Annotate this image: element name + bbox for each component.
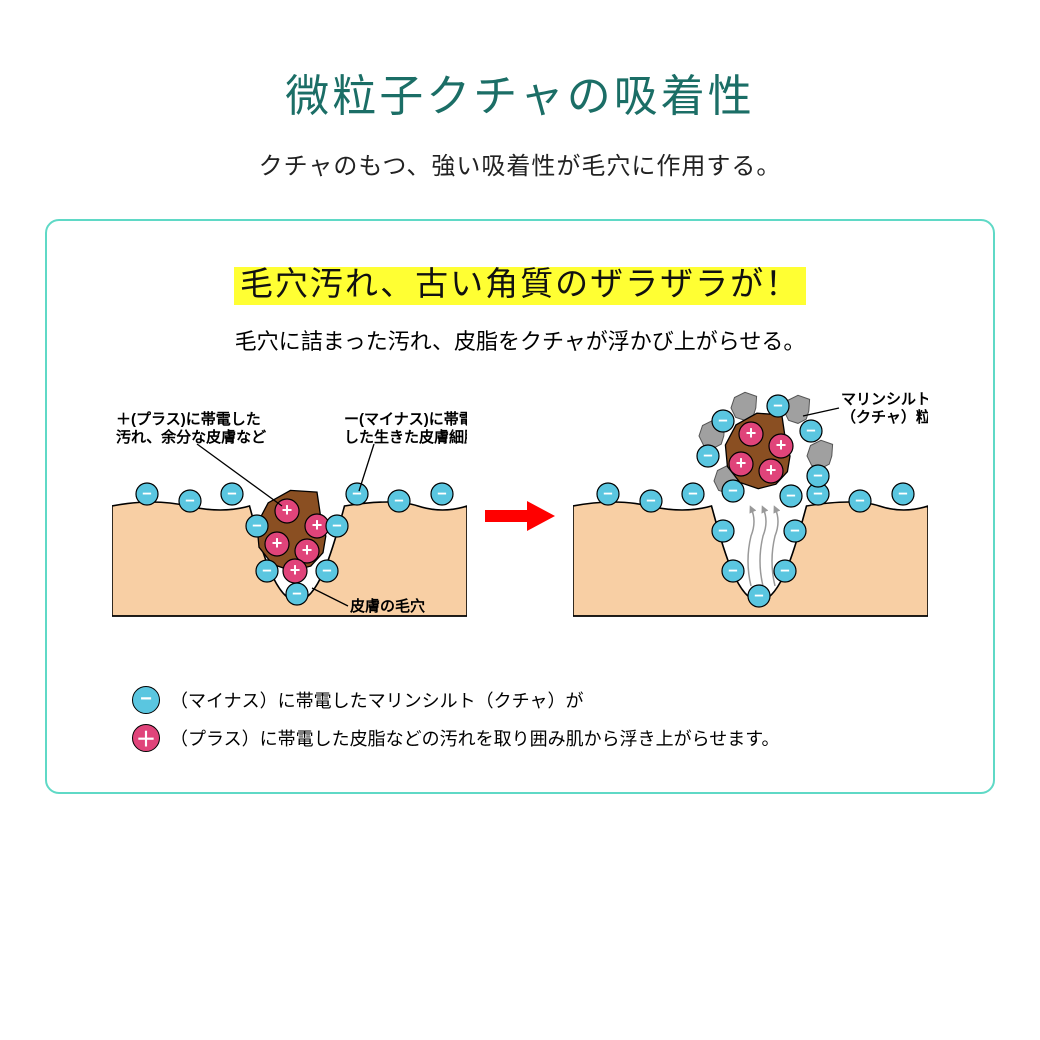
svg-text:−: − xyxy=(322,562,332,580)
svg-text:皮膚の毛穴: 皮膚の毛穴 xyxy=(350,597,425,615)
svg-text:+: + xyxy=(746,423,757,443)
svg-text:+: + xyxy=(312,515,323,535)
svg-text:−: − xyxy=(780,562,790,580)
main-title: 微粒子クチャの吸着性 xyxy=(45,60,995,124)
svg-text:+: + xyxy=(766,460,777,480)
svg-text:−: − xyxy=(603,485,613,503)
svg-text:した生きた皮膚細胞: した生きた皮膚細胞 xyxy=(344,428,467,446)
svg-text:−: − xyxy=(718,522,728,540)
svg-text:マリンシルト: マリンシルト xyxy=(841,391,928,408)
box-subtext: 毛穴に詰まった汚れ、皮脂をクチャが浮かび上がらせる。 xyxy=(77,324,963,356)
svg-text:−: − xyxy=(786,487,796,505)
svg-text:（クチャ）粒子: （クチャ）粒子 xyxy=(841,408,928,426)
arrow-icon xyxy=(485,501,555,536)
svg-text:ー(マイナス)に帯電: ー(マイナス)に帯電 xyxy=(344,410,467,428)
svg-text:−: − xyxy=(185,492,195,510)
svg-text:−: − xyxy=(332,517,342,535)
svg-text:+: + xyxy=(776,435,787,455)
diagram-before: +++++−−−−−−−−−−−＋(プラス)に帯電した汚れ、余分な皮膚などー(マ… xyxy=(112,386,467,651)
svg-text:−: − xyxy=(252,517,262,535)
diagram-after-svg: −−−−−−−−−−−++++−−−−−−−マリンシルト（クチャ）粒子 xyxy=(573,386,928,646)
svg-text:−: − xyxy=(855,492,865,510)
legend-row-minus: − （マイナス）に帯電したマリンシルト（クチャ）が xyxy=(132,686,963,714)
svg-text:−: − xyxy=(292,585,302,603)
svg-text:−: − xyxy=(646,492,656,510)
svg-text:−: − xyxy=(806,422,816,440)
svg-text:−: − xyxy=(754,587,764,605)
svg-text:−: − xyxy=(773,397,783,415)
diagram-before-svg: +++++−−−−−−−−−−−＋(プラス)に帯電した汚れ、余分な皮膚などー(マ… xyxy=(112,386,467,646)
minus-icon: − xyxy=(132,686,160,714)
svg-text:+: + xyxy=(290,560,301,580)
subtitle: クチャのもつ、強い吸着性が毛穴に作用する。 xyxy=(45,146,995,181)
svg-text:−: − xyxy=(394,492,404,510)
info-box: 毛穴汚れ、古い角質のザラザラが！ 毛穴に詰まった汚れ、皮脂をクチャが浮かび上がら… xyxy=(45,219,995,794)
svg-text:−: − xyxy=(813,485,823,503)
legend-plus-text: （プラス）に帯電した皮脂などの汚れを取り囲み肌から浮き上がらせます。 xyxy=(170,725,779,751)
legend-minus-text: （マイナス）に帯電したマリンシルト（クチャ）が xyxy=(170,687,583,713)
svg-text:−: − xyxy=(728,562,738,580)
highlight-line: 毛穴汚れ、古い角質のザラザラが！ xyxy=(77,259,963,312)
svg-text:−: − xyxy=(813,467,823,485)
diagram-after: −−−−−−−−−−−++++−−−−−−−マリンシルト（クチャ）粒子 xyxy=(573,386,928,651)
legend-row-plus: ＋ （プラス）に帯電した皮脂などの汚れを取り囲み肌から浮き上がらせます。 xyxy=(132,724,963,752)
svg-text:−: − xyxy=(262,562,272,580)
svg-text:−: − xyxy=(688,485,698,503)
svg-text:−: − xyxy=(728,482,738,500)
svg-text:−: − xyxy=(142,485,152,503)
svg-text:−: − xyxy=(898,485,908,503)
svg-text:−: − xyxy=(227,485,237,503)
svg-text:+: + xyxy=(272,533,283,553)
svg-text:−: − xyxy=(437,485,447,503)
svg-text:＋(プラス)に帯電した: ＋(プラス)に帯電した xyxy=(116,410,261,428)
svg-text:汚れ、余分な皮膚など: 汚れ、余分な皮膚など xyxy=(116,428,266,446)
diagram-row: +++++−−−−−−−−−−−＋(プラス)に帯電した汚れ、余分な皮膚などー(マ… xyxy=(77,386,963,651)
svg-text:+: + xyxy=(736,453,747,473)
highlight-text: 毛穴汚れ、古い角質のザラザラが！ xyxy=(234,267,806,305)
svg-text:−: − xyxy=(718,412,728,430)
plus-icon: ＋ xyxy=(132,724,160,752)
svg-text:−: − xyxy=(703,447,713,465)
svg-text:+: + xyxy=(302,540,313,560)
legend: − （マイナス）に帯電したマリンシルト（クチャ）が ＋ （プラス）に帯電した皮脂… xyxy=(77,686,963,752)
svg-text:+: + xyxy=(282,500,293,520)
arrow-svg xyxy=(485,501,555,531)
svg-text:−: − xyxy=(790,522,800,540)
